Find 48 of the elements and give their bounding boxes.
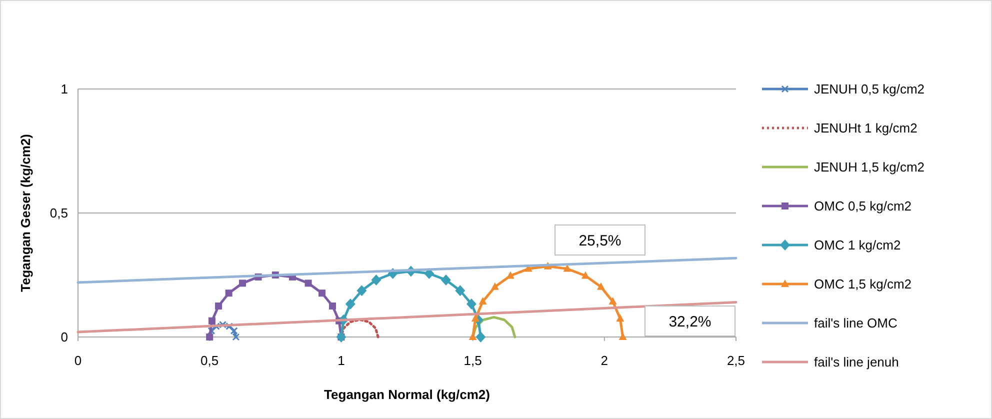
point: [455, 285, 466, 296]
y-tick-label: 0: [60, 330, 68, 345]
legend-label: OMC 1 kg/cm2: [814, 238, 901, 253]
legend-label: JENUHt 1 kg/cm2: [814, 120, 918, 136]
point: [356, 285, 367, 296]
point: [230, 327, 238, 335]
x-tick-label: 1,5: [464, 353, 482, 368]
point: [596, 282, 605, 290]
point: [478, 297, 487, 305]
x-tick-label: 2,5: [726, 353, 746, 368]
point: [466, 298, 476, 310]
point: [476, 332, 486, 342]
point: [239, 280, 246, 287]
point: [618, 332, 627, 340]
point: [304, 280, 312, 287]
y-tick-label: 0,5: [50, 206, 68, 221]
point: [371, 274, 382, 286]
annotation: 32,2%: [668, 313, 712, 330]
x-axis-title: Tegangan Normal (kg/cm2): [324, 387, 490, 402]
legend-label: fail's line jenuh: [814, 354, 899, 370]
legend-label: OMC 0,5 kg/cm2: [814, 198, 912, 214]
point: [524, 264, 532, 272]
legend-label: JENUH 0,5 kg/cm2: [814, 82, 925, 97]
point: [208, 327, 216, 335]
point: [581, 271, 590, 279]
point: [345, 298, 356, 310]
point: [329, 302, 336, 310]
legend-label: JENUH 1,5 kg/cm2: [814, 160, 925, 175]
x-tick-label: 0: [74, 353, 82, 368]
y-tick-label: 1: [60, 82, 68, 97]
point: [232, 333, 240, 341]
point: [616, 314, 624, 322]
x-tick-label: 2: [600, 353, 608, 368]
x-tick-label: 0,5: [200, 353, 219, 368]
point: [208, 317, 216, 324]
annotation: 25,5%: [578, 232, 622, 250]
point: [471, 314, 480, 322]
point: [318, 290, 326, 297]
point: [608, 297, 617, 305]
y-axis-title: Tegangan Geser (kg/cm2): [18, 134, 33, 292]
point: [468, 332, 477, 340]
legend-label: fail's line OMC: [814, 316, 898, 331]
x-tick-label: 1: [338, 353, 345, 368]
legend-label: OMC 1,5 kg/cm2: [814, 276, 912, 292]
point: [215, 302, 222, 310]
point: [225, 290, 232, 297]
point: [440, 274, 451, 286]
point: [490, 282, 499, 290]
